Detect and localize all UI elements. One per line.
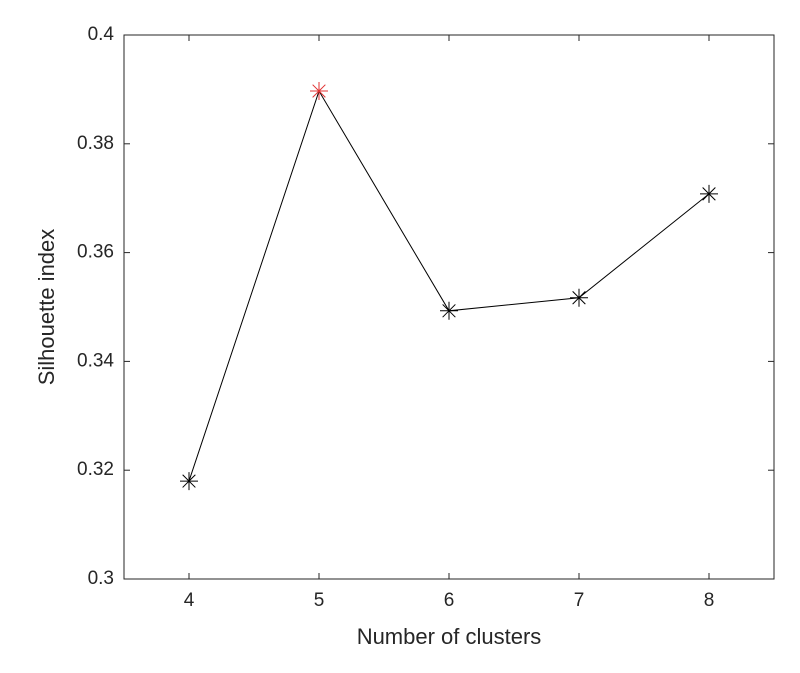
y-tick-label: 0.38 — [77, 133, 114, 154]
marker — [570, 288, 588, 307]
y-tick-label: 0.32 — [77, 459, 114, 480]
x-tick-label: 7 — [574, 590, 585, 611]
y-tick-label: 0.36 — [77, 242, 114, 263]
marker — [180, 472, 198, 491]
x-tick-label: 8 — [704, 590, 715, 611]
marker — [440, 301, 458, 320]
line — [188, 89, 710, 482]
marker-stroke — [312, 84, 326, 98]
marker-stroke — [182, 474, 196, 488]
marker — [310, 82, 328, 101]
x-tick-label: 4 — [184, 590, 195, 611]
y-axis-label: Silhouette index — [34, 229, 59, 386]
marker-stroke — [702, 187, 716, 201]
marker — [700, 184, 718, 203]
marker-stroke — [572, 291, 586, 305]
y-tick-label: 0.3 — [88, 568, 114, 589]
y-tick-label: 0.4 — [88, 24, 115, 45]
y-tick-label: 0.34 — [77, 350, 114, 371]
x-tick-label: 5 — [314, 590, 325, 611]
x-axis-label: Number of clusters — [357, 624, 542, 649]
marker-stroke — [442, 304, 456, 318]
x-tick-label: 6 — [444, 590, 455, 611]
